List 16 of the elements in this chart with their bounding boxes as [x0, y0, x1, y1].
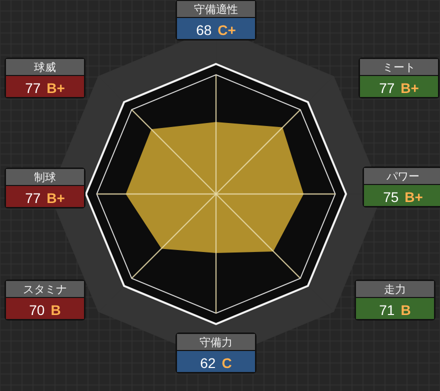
- spoke-label: 走力: [384, 283, 406, 296]
- spoke-label: スタミナ: [23, 284, 67, 296]
- spoke-label: 守備適性: [194, 3, 238, 16]
- text: 77 B+: [25, 80, 65, 96]
- spoke-label: 制球: [34, 171, 56, 184]
- spoke-label: パワー: [386, 171, 420, 183]
- text: 71 B: [379, 302, 411, 318]
- text: 77 B+: [25, 190, 65, 206]
- text: 75 B+: [383, 189, 423, 205]
- text: 68 C+: [196, 22, 236, 38]
- text: 77 B+: [379, 80, 419, 96]
- text: 70 B: [29, 302, 61, 318]
- text: 62 C: [200, 355, 232, 371]
- spoke-label: ミート: [382, 62, 416, 74]
- spoke-label: 球威: [34, 61, 56, 74]
- spoke-label: 守備力: [200, 336, 232, 349]
